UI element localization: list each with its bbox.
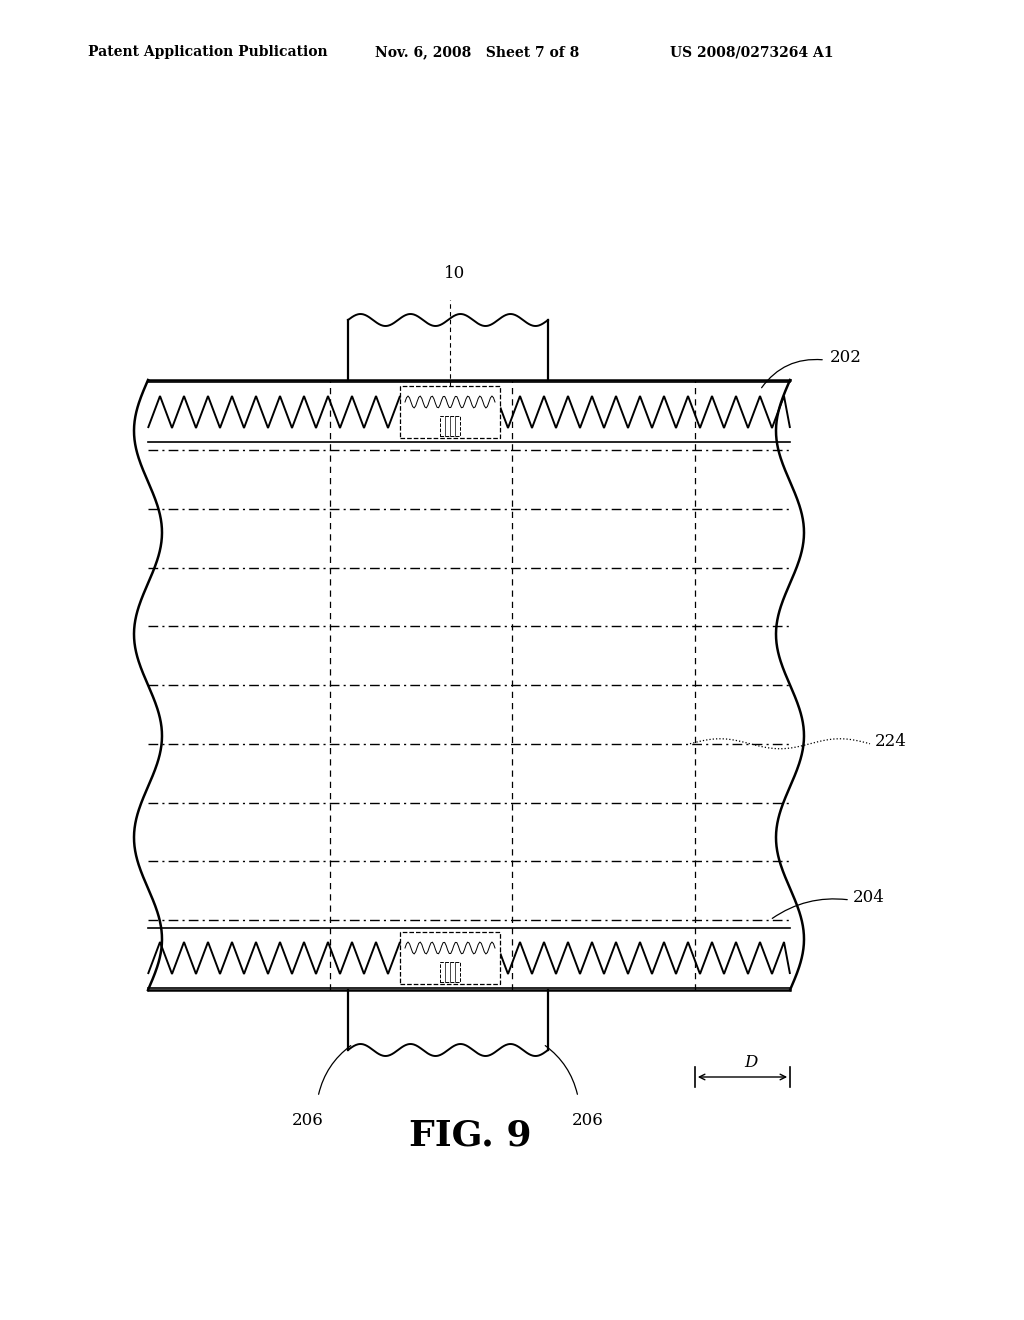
Bar <box>440 416 460 436</box>
Text: 10: 10 <box>444 265 466 282</box>
Text: FIG. 9: FIG. 9 <box>409 1118 531 1152</box>
Text: Nov. 6, 2008   Sheet 7 of 8: Nov. 6, 2008 Sheet 7 of 8 <box>375 45 580 59</box>
Text: 206: 206 <box>572 1111 604 1129</box>
Text: 224: 224 <box>874 733 907 750</box>
Text: 202: 202 <box>830 350 862 367</box>
Bar <box>400 385 500 438</box>
Text: Patent Application Publication: Patent Application Publication <box>88 45 328 59</box>
Text: US 2008/0273264 A1: US 2008/0273264 A1 <box>670 45 834 59</box>
Bar <box>400 932 500 983</box>
Bar <box>440 962 460 982</box>
Text: 204: 204 <box>853 890 885 907</box>
Text: 206: 206 <box>292 1111 324 1129</box>
Text: D: D <box>743 1053 757 1071</box>
